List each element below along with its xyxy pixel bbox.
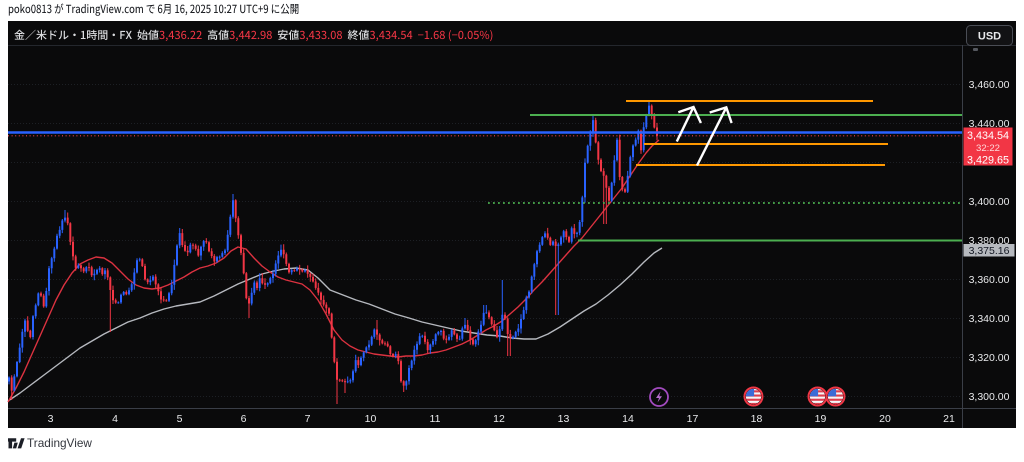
svg-text:12: 12	[493, 413, 505, 425]
svg-text:3,429.65: 3,429.65	[967, 154, 1009, 166]
svg-text:6: 6	[241, 413, 247, 425]
svg-text:3,460.00: 3,460.00	[969, 79, 1010, 91]
svg-text:14: 14	[622, 413, 634, 425]
svg-text:18: 18	[751, 413, 763, 425]
svg-text:32:22: 32:22	[976, 143, 1000, 154]
svg-text:3,434.54: 3,434.54	[967, 130, 1009, 142]
svg-text:19: 19	[815, 413, 827, 425]
svg-text:3,375.16: 3,375.16	[969, 245, 1010, 257]
svg-text:11: 11	[430, 413, 441, 425]
svg-text:3,340.00: 3,340.00	[969, 313, 1010, 325]
svg-text:13: 13	[558, 413, 570, 425]
svg-text:3,400.00: 3,400.00	[969, 196, 1010, 208]
svg-text:3,360.00: 3,360.00	[969, 274, 1010, 286]
svg-text:5: 5	[177, 413, 183, 425]
svg-text:3: 3	[48, 413, 54, 425]
svg-text:TradingView: TradingView	[27, 436, 92, 450]
svg-text:3,320.00: 3,320.00	[969, 352, 1010, 364]
svg-text:17: 17	[687, 413, 699, 425]
svg-text:7: 7	[305, 413, 311, 425]
svg-text:21: 21	[943, 413, 955, 425]
svg-text:20: 20	[879, 413, 891, 425]
svg-text:3,300.00: 3,300.00	[969, 391, 1010, 403]
svg-text:3,440.00: 3,440.00	[969, 118, 1010, 130]
svg-text:4: 4	[112, 413, 118, 425]
svg-text:USD: USD	[978, 31, 1001, 43]
svg-text:10: 10	[365, 413, 377, 425]
